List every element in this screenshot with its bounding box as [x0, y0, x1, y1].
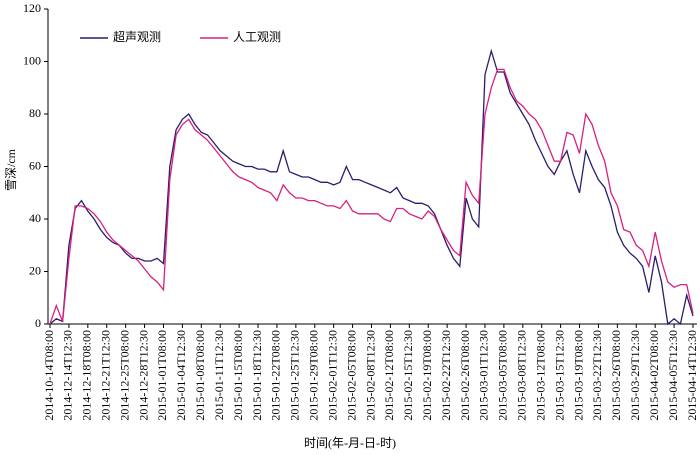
x-tick-label: 2015-04-05T12:30 — [666, 330, 680, 421]
x-tick-label: 2015-01-08T08:00 — [193, 330, 207, 421]
x-tick-label: 2015-02-01T12:30 — [325, 330, 339, 421]
x-tick-label: 2015-02-15T12:30 — [401, 330, 415, 421]
x-tick-label: 2015-01-18T12:30 — [250, 330, 264, 421]
x-tick-label: 2014-12-18T08:00 — [80, 330, 94, 421]
x-tick-label: 2015-02-12T08:00 — [382, 330, 396, 421]
x-tick-label: 2015-03-05T08:00 — [496, 330, 510, 421]
x-tick-label: 2014-12-28T12:30 — [136, 330, 150, 421]
x-tick-label: 2015-01-11T12:30 — [212, 330, 226, 420]
x-tick-label: 2015-02-26T08:00 — [458, 330, 472, 421]
x-tick-label: 2015-03-15T12:30 — [552, 330, 566, 421]
legend-label: 人工观测 — [233, 30, 281, 44]
x-tick-label: 2014-12-21T12:30 — [98, 330, 112, 421]
x-tick-label: 2015-04-02T08:00 — [647, 330, 661, 421]
x-tick-label: 2015-01-01T08:00 — [155, 330, 169, 421]
x-tick-label: 2014-10-14T08:00 — [42, 330, 56, 421]
x-tick-label: 2015-01-22T08:00 — [269, 330, 283, 421]
x-tick-label: 2015-02-22T12:30 — [439, 330, 453, 421]
x-tick-label: 2015-03-19T08:00 — [571, 330, 585, 421]
x-tick-label: 2015-04-14T12:30 — [685, 330, 699, 421]
legend-label: 超声观测 — [113, 29, 161, 44]
x-tick-label: 2015-03-22T12:30 — [590, 330, 604, 421]
x-tick-label: 2015-01-25T12:30 — [288, 330, 302, 421]
x-tick-label: 2014-12-25T08:00 — [117, 330, 131, 421]
x-tick-label: 2015-02-19T08:00 — [420, 330, 434, 421]
y-tick-label: 40 — [29, 211, 41, 225]
x-tick-label: 2015-03-29T12:30 — [628, 330, 642, 421]
y-tick-label: 0 — [35, 316, 41, 330]
y-tick-label: 20 — [29, 263, 41, 277]
series-line — [49, 68, 694, 325]
y-axis-title: 雪深/cm — [4, 148, 18, 191]
y-tick-label: 60 — [29, 158, 41, 172]
x-tick-label: 2015-03-26T08:00 — [609, 330, 623, 421]
x-tick-label: 2015-03-08T12:30 — [515, 330, 529, 421]
x-tick-label: 2015-01-15T08:00 — [231, 330, 245, 421]
x-tick-label: 2015-01-29T08:00 — [307, 330, 321, 421]
x-tick-label: 2015-01-04T12:30 — [174, 330, 188, 421]
x-tick-label: 2014-12-14T12:30 — [61, 330, 75, 421]
x-tick-label: 2015-02-08T12:30 — [363, 330, 377, 421]
y-tick-label: 120 — [23, 1, 41, 15]
x-tick-label: 2015-03-12T08:00 — [533, 330, 547, 421]
y-tick-label: 100 — [23, 53, 41, 67]
x-tick-label: 2015-03-01T12:30 — [477, 330, 491, 421]
y-tick-label: 80 — [29, 106, 41, 120]
x-axis-title: 时间(年-月-日-时) — [304, 436, 396, 450]
x-tick-label: 2015-02-05T08:00 — [344, 330, 358, 421]
series-line — [49, 48, 694, 326]
